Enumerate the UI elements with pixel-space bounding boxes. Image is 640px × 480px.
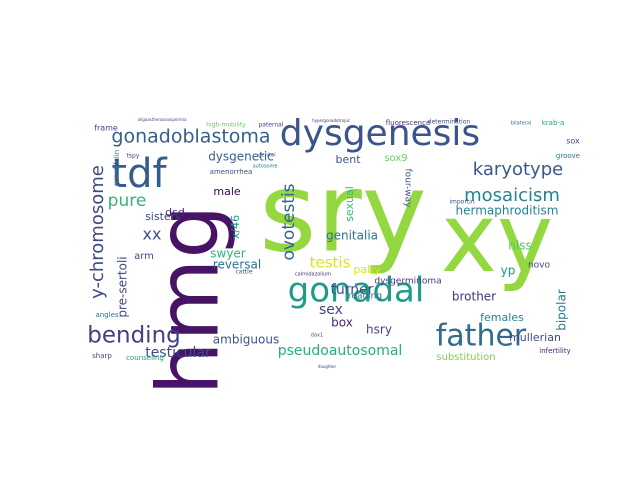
word-hsry: hsry bbox=[366, 323, 392, 337]
word-genital: genital bbox=[258, 153, 275, 159]
word-bilateral: bilateral bbox=[511, 121, 532, 127]
word-ovotestis: ovotestis bbox=[279, 183, 299, 260]
word-sox: sox bbox=[566, 137, 580, 146]
word-high-mobility: high-mobility bbox=[206, 122, 246, 129]
word-pure: pure bbox=[108, 191, 147, 211]
word-bending: bending bbox=[87, 323, 181, 349]
word-testis: testis bbox=[310, 254, 351, 272]
word-reversal: reversal bbox=[213, 258, 261, 272]
word-tdf: tdf bbox=[111, 151, 167, 197]
word-mosaicism: mosaicism bbox=[464, 185, 560, 206]
word-testicular: testicular bbox=[145, 345, 211, 361]
word-male: male bbox=[213, 185, 241, 198]
word-xy: xy bbox=[441, 184, 553, 294]
word-yp: yp bbox=[501, 264, 516, 278]
word-cattle: cattle bbox=[235, 269, 252, 276]
word-fluorescence: fluorescence bbox=[386, 119, 431, 127]
word-krab-a: krab-a bbox=[542, 119, 564, 127]
word-xx: xx bbox=[143, 225, 162, 244]
word-sex: sex bbox=[319, 302, 343, 318]
word-importin: importin bbox=[449, 199, 474, 206]
word-arm: arm bbox=[134, 251, 154, 262]
word-brother: brother bbox=[452, 290, 496, 304]
word-sharp: sharp bbox=[92, 352, 112, 360]
word-pseudoautosomal: pseudoautosomal bbox=[278, 343, 403, 359]
word-box: box bbox=[331, 316, 353, 330]
word-hmg: hmg bbox=[139, 205, 238, 396]
word-gonadoblastoma: gonadoblastoma bbox=[111, 126, 270, 148]
word-dsd: dsd bbox=[165, 206, 185, 219]
word-dysgerminoma: dysgerminoma bbox=[374, 277, 441, 287]
word-infertility: infertility bbox=[539, 347, 571, 355]
word-determination: determination bbox=[428, 119, 471, 126]
word-amenorrhea: amenorrhea bbox=[210, 168, 253, 176]
word-autosome: autosome bbox=[253, 164, 278, 170]
word-bent: bent bbox=[335, 153, 361, 166]
word-genitalia: genitalia bbox=[326, 229, 378, 243]
word-counseling: counseling bbox=[126, 354, 164, 362]
word-karyotype: karyotype bbox=[473, 159, 563, 180]
word-tspy: tspy bbox=[127, 153, 140, 160]
word-turner: turner bbox=[330, 282, 373, 298]
word-gonadal: gonadal bbox=[288, 271, 425, 311]
word-angles: angles bbox=[95, 311, 118, 319]
word-four-way: four-way bbox=[403, 169, 413, 209]
word-y-chromosome: y-chromosome bbox=[87, 165, 108, 299]
word-hypergonadotropic: hypergonadotropic bbox=[312, 118, 350, 123]
word-females: females bbox=[480, 311, 524, 324]
word-father: father bbox=[436, 319, 527, 354]
word-paternal: paternal bbox=[258, 122, 283, 129]
word-x-46: x/46 bbox=[229, 215, 242, 239]
word-calmidazolium: calmidazolium bbox=[295, 272, 331, 278]
word-paby: paby bbox=[353, 263, 381, 276]
word-dax1: dax1 bbox=[311, 333, 323, 339]
word-hermaphroditism: hermaphroditism bbox=[456, 204, 559, 218]
word-dysgenetic: dysgenetic bbox=[208, 150, 274, 164]
word-frame: frame bbox=[94, 124, 118, 133]
word-dysgenesis: dysgenesis bbox=[280, 113, 480, 154]
word-sexual: sexual bbox=[343, 186, 356, 222]
word-swyer: swyer bbox=[210, 247, 246, 261]
word-groove: groove bbox=[556, 152, 580, 160]
word-reading: reading bbox=[348, 292, 382, 302]
word-novo: novo bbox=[528, 261, 551, 271]
word-pre-sertoli: pre-sertoli bbox=[116, 256, 130, 317]
word-calmodulin: calmodulin bbox=[114, 158, 120, 185]
word-substitution: substitution bbox=[436, 352, 495, 363]
word-ambiguous: ambiguous bbox=[213, 333, 279, 347]
word-mullerian: mullerian bbox=[509, 331, 561, 344]
word-camodulin: camodulin bbox=[113, 150, 121, 186]
word-sisters: sisters bbox=[145, 210, 181, 223]
word-bipolar: bipolar bbox=[555, 289, 569, 331]
word-daughter: daughter bbox=[318, 364, 337, 369]
word-sox9: sox9 bbox=[384, 153, 407, 164]
word-nlss: nlss bbox=[508, 239, 531, 253]
word-sry: sry bbox=[259, 148, 427, 276]
word-oligoasthenozoospermia: oligoasthenozoospermia bbox=[138, 117, 187, 122]
